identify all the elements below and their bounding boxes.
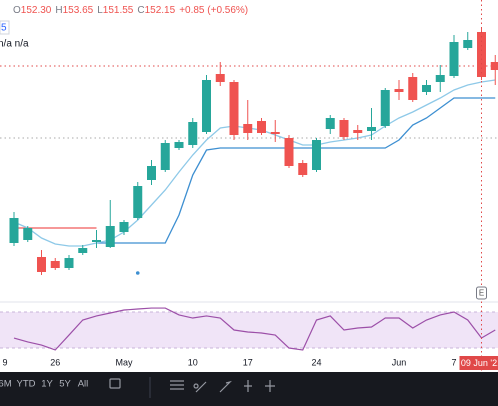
candle-body — [160, 143, 170, 170]
candle-body — [449, 42, 459, 76]
event-badge: E — [479, 289, 484, 298]
candle-body — [325, 118, 335, 129]
legend-key: L — [97, 5, 103, 16]
rsi-band — [0, 312, 498, 348]
study-badge-box — [0, 20, 10, 35]
trend-icon[interactable] — [193, 381, 207, 393]
candle-body — [408, 77, 418, 100]
candle-body — [202, 80, 211, 132]
legend: O152.30 H153.65 L151.55 C152.15 +0.85 (+0.56… — [13, 5, 248, 16]
candle-body — [23, 228, 33, 240]
candle-body — [339, 120, 349, 137]
range-button[interactable]: 1Y — [41, 379, 53, 390]
candle-body — [380, 90, 390, 126]
event-badge-box — [476, 286, 487, 300]
candle-body — [394, 89, 404, 92]
x-tick-label: May — [115, 357, 133, 367]
measure-icon[interactable] — [244, 380, 252, 392]
legend-value: 152.15 — [145, 5, 176, 16]
legend-change: +0.85 (+0.56%) — [179, 5, 248, 16]
candle-body — [229, 82, 239, 135]
lines-icon[interactable] — [170, 380, 184, 390]
candle-body — [188, 122, 198, 145]
candle-body — [422, 85, 431, 92]
toolbar-icons — [109, 377, 275, 398]
x-tick-label: 24 — [311, 357, 321, 367]
legend-key: H — [55, 5, 62, 16]
candle-body — [463, 40, 473, 48]
range-button[interactable]: 5Y — [59, 379, 71, 390]
indicator-line — [96, 97, 496, 244]
candle-body — [215, 74, 225, 82]
arrow-icon[interactable] — [219, 380, 232, 393]
toolbar — [0, 372, 498, 406]
candle-body — [257, 121, 266, 133]
indicator-line — [13, 79, 496, 247]
candle-body — [119, 222, 129, 232]
candle-body — [174, 142, 184, 148]
candle-body — [133, 186, 143, 218]
x-tick-label: 17 — [243, 357, 253, 367]
candle-body — [435, 75, 445, 82]
study-badge: 5 — [1, 23, 7, 34]
crosshair-date: 09 Jun '21 — [461, 358, 498, 368]
candle-body — [105, 226, 115, 247]
x-tick-label: 10 — [188, 357, 198, 367]
crosshair-date-box — [459, 356, 498, 370]
candle-body — [50, 261, 60, 268]
x-tick-label: 9 — [2, 357, 7, 367]
candle-body — [353, 130, 363, 133]
candle-body — [64, 258, 74, 268]
candle-body — [298, 163, 308, 175]
candle-body — [284, 138, 294, 166]
range-button[interactable]: 6M — [0, 379, 12, 390]
candle-body — [490, 62, 498, 70]
candle-body — [9, 218, 19, 243]
marker — [135, 271, 140, 275]
candle-body — [92, 240, 101, 242]
study-label: n/a n/a — [0, 39, 29, 50]
candle-body — [243, 124, 253, 133]
legend-key: C — [137, 5, 144, 16]
range-button[interactable]: YTD — [17, 379, 36, 390]
candle-body — [367, 127, 376, 131]
rsi-line — [13, 307, 496, 351]
candle-body — [147, 166, 156, 180]
legend-value: 151.55 — [103, 5, 134, 16]
range-button[interactable]: All — [78, 379, 89, 390]
candle-body — [37, 257, 46, 272]
candle-body — [78, 248, 88, 253]
calendar-icon[interactable] — [109, 378, 121, 389]
cross-icon[interactable] — [265, 380, 275, 392]
x-tick-label: Jun — [392, 357, 407, 367]
legend-value: 152.30 — [21, 5, 52, 16]
candle-body — [312, 140, 321, 170]
candle-body — [270, 132, 280, 134]
x-tick-label: 26 — [50, 357, 60, 367]
legend-value: 153.65 — [63, 5, 94, 16]
x-tick-label: 7 — [451, 357, 456, 367]
legend-key: O — [13, 5, 21, 16]
